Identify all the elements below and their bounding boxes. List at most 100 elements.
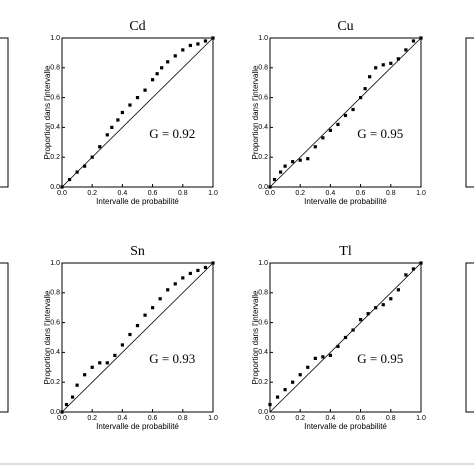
point bbox=[283, 164, 287, 168]
y-tick-label: 0.8 bbox=[50, 65, 60, 72]
point bbox=[313, 145, 317, 149]
x-tick-label: 0.8 bbox=[386, 190, 396, 197]
point bbox=[120, 110, 124, 115]
point bbox=[366, 312, 370, 316]
x-tick-label: 0.6 bbox=[148, 190, 158, 197]
point bbox=[113, 353, 117, 357]
x-axis-label: Intervalle de probabilité bbox=[96, 197, 179, 206]
point bbox=[351, 107, 355, 112]
y-tick-label: 0.4 bbox=[50, 349, 60, 356]
cropped-axes bbox=[465, 37, 474, 188]
point bbox=[283, 388, 287, 392]
chart-title: Sn bbox=[130, 244, 145, 259]
point bbox=[211, 261, 215, 265]
point bbox=[188, 43, 192, 48]
point bbox=[359, 96, 363, 100]
y-tick-label: 0.6 bbox=[258, 94, 268, 101]
point bbox=[351, 328, 355, 332]
point bbox=[321, 355, 325, 359]
point bbox=[60, 185, 64, 189]
point bbox=[158, 297, 162, 301]
y-tick-label: 0.0 bbox=[258, 184, 268, 191]
point bbox=[203, 265, 208, 270]
point bbox=[90, 155, 94, 159]
point bbox=[166, 288, 170, 292]
point bbox=[90, 365, 94, 369]
point bbox=[70, 395, 75, 399]
point bbox=[268, 185, 272, 189]
y-tick-label: 0.0 bbox=[258, 409, 268, 416]
point bbox=[404, 273, 408, 277]
point bbox=[75, 170, 79, 174]
x-axis-label: Intervalle de probabilité bbox=[304, 422, 387, 431]
point bbox=[278, 170, 283, 174]
y-tick-label: 0.6 bbox=[258, 319, 268, 326]
point bbox=[196, 42, 200, 46]
x-tick-label: 1.0 bbox=[208, 190, 218, 197]
point bbox=[396, 288, 400, 292]
point bbox=[328, 128, 332, 132]
y-tick-label: 0.2 bbox=[50, 379, 60, 386]
x-tick-label: 0.6 bbox=[356, 415, 366, 422]
x-tick-label: 0.4 bbox=[326, 190, 336, 197]
y-tick-label: 0.0 bbox=[50, 184, 60, 191]
point bbox=[60, 410, 64, 414]
point bbox=[135, 96, 140, 100]
y-tick-label: 1.0 bbox=[50, 260, 60, 267]
point bbox=[105, 361, 109, 365]
point bbox=[396, 57, 400, 61]
point bbox=[343, 335, 348, 340]
y-tick-label: 0.6 bbox=[50, 94, 60, 101]
point bbox=[411, 39, 416, 43]
point bbox=[98, 145, 102, 149]
reference-line bbox=[61, 262, 214, 413]
x-tick-label: 1.0 bbox=[416, 415, 426, 422]
reference-line bbox=[269, 37, 422, 188]
point bbox=[160, 66, 164, 70]
y-tick-label: 0.2 bbox=[258, 154, 268, 161]
point bbox=[328, 353, 332, 357]
point bbox=[374, 306, 378, 310]
annotation: G = 0.95 bbox=[357, 126, 403, 141]
point bbox=[83, 164, 87, 168]
point bbox=[321, 136, 325, 140]
point bbox=[419, 36, 423, 40]
reference-line bbox=[61, 37, 214, 188]
annotation: G = 0.95 bbox=[357, 351, 403, 366]
y-tick-label: 0.2 bbox=[50, 154, 60, 161]
point bbox=[272, 177, 277, 182]
point bbox=[155, 72, 159, 76]
cropped-panels bbox=[0, 37, 474, 413]
cropped-axes bbox=[465, 262, 474, 413]
point bbox=[143, 313, 147, 317]
point bbox=[67, 177, 72, 182]
point bbox=[419, 261, 423, 265]
point bbox=[363, 87, 367, 91]
plot-area bbox=[269, 37, 422, 188]
y-tick-label: 1.0 bbox=[258, 35, 268, 42]
point bbox=[381, 63, 385, 67]
plot-area bbox=[61, 262, 214, 413]
y-axis-label: Proportion dans l'intervalle bbox=[251, 290, 260, 385]
point bbox=[143, 88, 147, 92]
x-tick-label: 0.4 bbox=[326, 415, 336, 422]
point bbox=[291, 380, 295, 384]
y-tick-label: 0.8 bbox=[258, 65, 268, 72]
point bbox=[336, 344, 340, 349]
point bbox=[298, 158, 302, 162]
y-tick-label: 1.0 bbox=[50, 35, 60, 42]
point bbox=[151, 78, 155, 82]
x-tick-label: 0.0 bbox=[57, 190, 67, 197]
point bbox=[291, 160, 295, 164]
point bbox=[188, 271, 192, 276]
x-tick-label: 0.6 bbox=[356, 190, 366, 197]
point bbox=[368, 75, 372, 79]
point bbox=[116, 118, 120, 122]
point bbox=[83, 373, 87, 377]
point bbox=[120, 343, 124, 347]
point bbox=[128, 332, 132, 337]
x-tick-label: 0.2 bbox=[295, 415, 305, 422]
x-tick-label: 0.4 bbox=[118, 190, 128, 197]
y-tick-label: 0.8 bbox=[50, 290, 60, 297]
